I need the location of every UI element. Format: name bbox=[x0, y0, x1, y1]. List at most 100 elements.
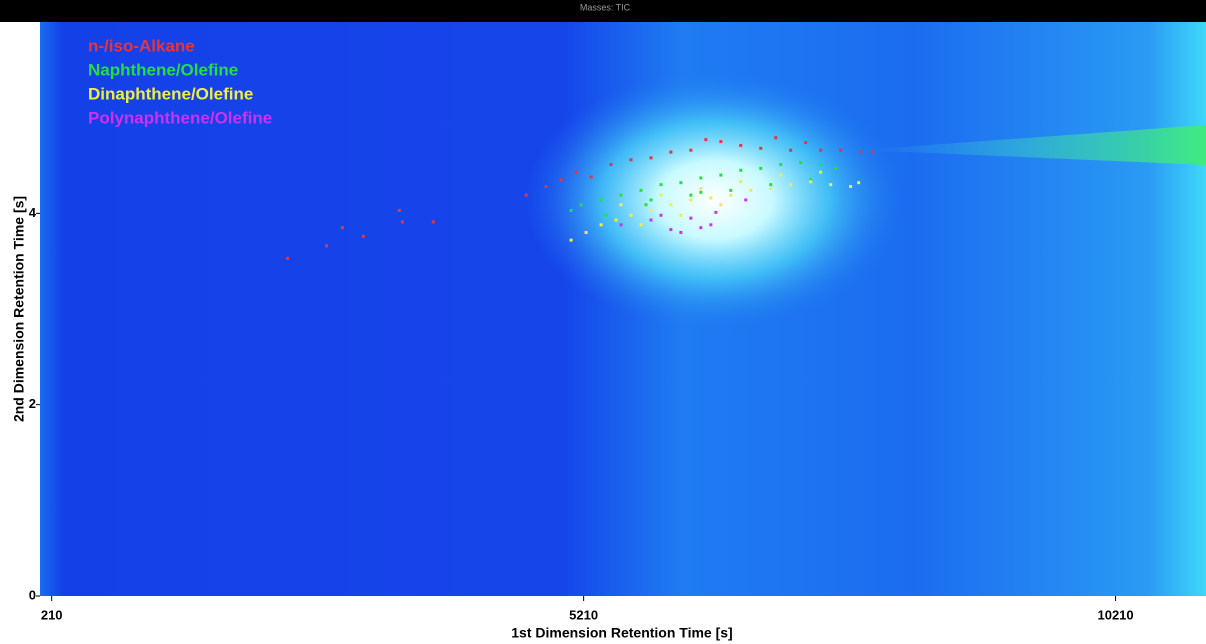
point bbox=[659, 193, 663, 197]
title-bar bbox=[0, 0, 1206, 22]
point bbox=[659, 183, 663, 187]
point bbox=[629, 213, 633, 217]
point bbox=[400, 220, 404, 224]
point bbox=[614, 218, 618, 222]
point bbox=[649, 218, 653, 222]
legend-entry: n-/iso-Alkane bbox=[88, 36, 195, 55]
legend-entry: Polynaphthene/Olefine bbox=[88, 108, 272, 127]
point bbox=[584, 230, 588, 234]
point bbox=[599, 223, 603, 227]
point bbox=[871, 150, 875, 154]
legend-entry: Dinaphthene/Olefine bbox=[88, 84, 253, 103]
point bbox=[739, 168, 743, 172]
point bbox=[729, 188, 733, 192]
point bbox=[699, 226, 703, 230]
point bbox=[619, 203, 623, 207]
point bbox=[599, 198, 603, 202]
point bbox=[859, 150, 863, 154]
point bbox=[579, 203, 583, 207]
point bbox=[749, 188, 753, 192]
point bbox=[789, 148, 793, 152]
point bbox=[759, 146, 763, 150]
point bbox=[699, 176, 703, 180]
point bbox=[649, 198, 653, 202]
point bbox=[659, 213, 663, 217]
point bbox=[774, 136, 778, 140]
point bbox=[769, 186, 773, 190]
point bbox=[819, 148, 823, 152]
point bbox=[340, 226, 344, 230]
point bbox=[609, 163, 613, 167]
point bbox=[639, 223, 643, 227]
point bbox=[769, 183, 773, 187]
point bbox=[649, 208, 653, 212]
chart-title: Masses: TIC bbox=[580, 2, 631, 12]
point bbox=[829, 183, 833, 187]
point bbox=[704, 138, 708, 142]
point bbox=[649, 156, 653, 160]
point bbox=[569, 238, 573, 242]
point bbox=[809, 178, 813, 182]
point bbox=[819, 163, 823, 167]
point bbox=[589, 175, 593, 179]
heatmap-peak bbox=[525, 70, 905, 330]
x-tick-label: 210 bbox=[41, 607, 63, 622]
point bbox=[719, 203, 723, 207]
point bbox=[809, 180, 813, 184]
point bbox=[569, 208, 573, 212]
point bbox=[639, 188, 643, 192]
point bbox=[689, 216, 693, 220]
point bbox=[857, 181, 861, 185]
point bbox=[619, 193, 623, 197]
point bbox=[709, 223, 713, 227]
point bbox=[679, 230, 683, 234]
point bbox=[669, 203, 673, 207]
point bbox=[669, 228, 673, 232]
point bbox=[679, 213, 683, 217]
y-tick-label: 0 bbox=[29, 587, 36, 602]
point bbox=[699, 190, 703, 194]
point bbox=[719, 173, 723, 177]
point bbox=[779, 163, 783, 167]
point bbox=[834, 166, 838, 170]
point bbox=[819, 170, 823, 174]
plot-area bbox=[40, 22, 1206, 596]
point bbox=[739, 143, 743, 147]
point bbox=[714, 210, 718, 214]
point bbox=[779, 173, 783, 177]
y-tick-label: 2 bbox=[29, 396, 36, 411]
point bbox=[689, 198, 693, 202]
point bbox=[559, 178, 563, 182]
point bbox=[679, 181, 683, 185]
point bbox=[689, 193, 693, 197]
point bbox=[574, 170, 578, 174]
point bbox=[431, 220, 435, 224]
point bbox=[644, 203, 648, 207]
legend-entry: Naphthene/Olefine bbox=[88, 60, 238, 79]
point bbox=[729, 193, 733, 197]
point bbox=[719, 140, 723, 144]
point bbox=[849, 185, 853, 189]
y-tick-label: 4 bbox=[29, 205, 37, 220]
point bbox=[544, 185, 548, 189]
point bbox=[699, 186, 703, 190]
point bbox=[629, 158, 633, 162]
point bbox=[709, 196, 713, 200]
point bbox=[744, 198, 748, 202]
x-tick-label: 10210 bbox=[1097, 607, 1133, 622]
point bbox=[804, 141, 808, 145]
heatmap-streak bbox=[860, 125, 1206, 165]
point bbox=[361, 234, 365, 238]
point bbox=[604, 213, 608, 217]
x-axis-label: 1st Dimension Retention Time [s] bbox=[511, 625, 732, 641]
point bbox=[789, 183, 793, 187]
point bbox=[524, 193, 528, 197]
point bbox=[669, 150, 673, 154]
x-tick-label: 5210 bbox=[569, 607, 598, 622]
point bbox=[799, 161, 803, 165]
point bbox=[619, 223, 623, 227]
point bbox=[286, 256, 290, 260]
y-axis-label: 2nd Dimension Retention Time [s] bbox=[11, 196, 27, 422]
